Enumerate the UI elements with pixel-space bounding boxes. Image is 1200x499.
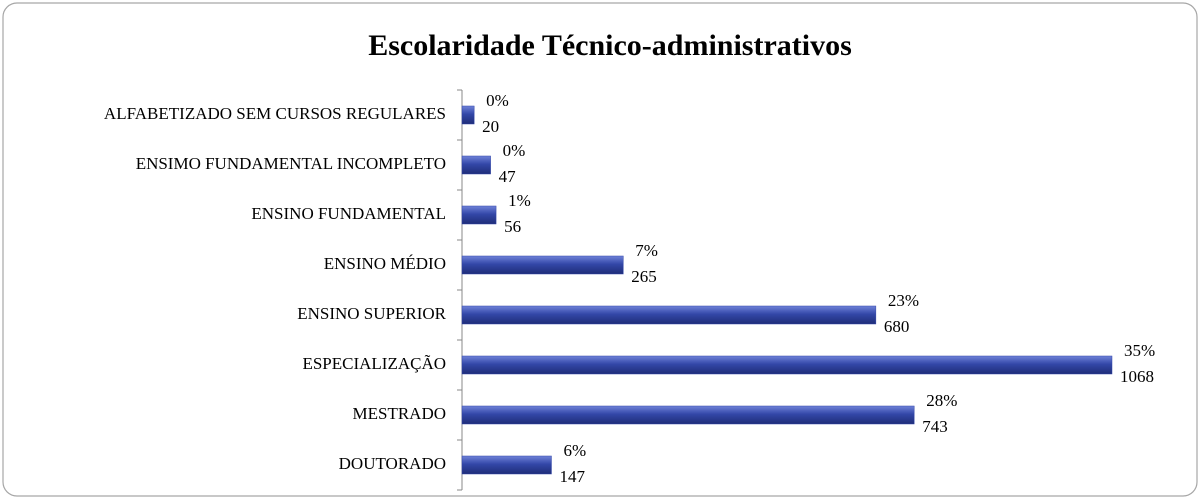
y-tick-label: ENSIMO FUNDAMENTAL INCOMPLETO [136, 154, 446, 173]
bar [461, 355, 1113, 375]
bar [461, 455, 552, 475]
bar [461, 105, 475, 125]
y-tick-label: MESTRADO [352, 404, 446, 423]
y-tick-label: ENSINO SUPERIOR [297, 304, 446, 323]
percent-label: 6% [563, 441, 586, 460]
bar [461, 205, 497, 225]
y-tick-label: ENSINO MÉDIO [324, 254, 446, 273]
bar [461, 255, 624, 275]
value-label: 265 [631, 267, 657, 286]
value-label: 1068 [1120, 367, 1154, 386]
bar [461, 405, 915, 425]
percent-label: 23% [888, 291, 919, 310]
value-label: 56 [504, 217, 521, 236]
value-label: 743 [922, 417, 948, 436]
value-label: 680 [884, 317, 910, 336]
value-label: 20 [482, 117, 499, 136]
value-label: 47 [499, 167, 517, 186]
bar [461, 155, 491, 175]
y-tick-label: ALFABETIZADO SEM CURSOS REGULARES [104, 104, 446, 123]
percent-label: 0% [503, 141, 526, 160]
percent-label: 35% [1124, 341, 1155, 360]
percent-label: 1% [508, 191, 531, 210]
percent-label: 7% [635, 241, 658, 260]
y-tick-label: ESPECIALIZAÇÃO [302, 354, 446, 373]
y-tick-label: ENSINO FUNDAMENTAL [251, 204, 446, 223]
value-label: 147 [559, 467, 585, 486]
bar [461, 305, 877, 325]
chart-title: Escolaridade Técnico-administrativos [368, 29, 852, 62]
y-tick-label: DOUTORADO [339, 454, 446, 473]
percent-label: 0% [486, 91, 509, 110]
percent-label: 28% [926, 391, 957, 410]
